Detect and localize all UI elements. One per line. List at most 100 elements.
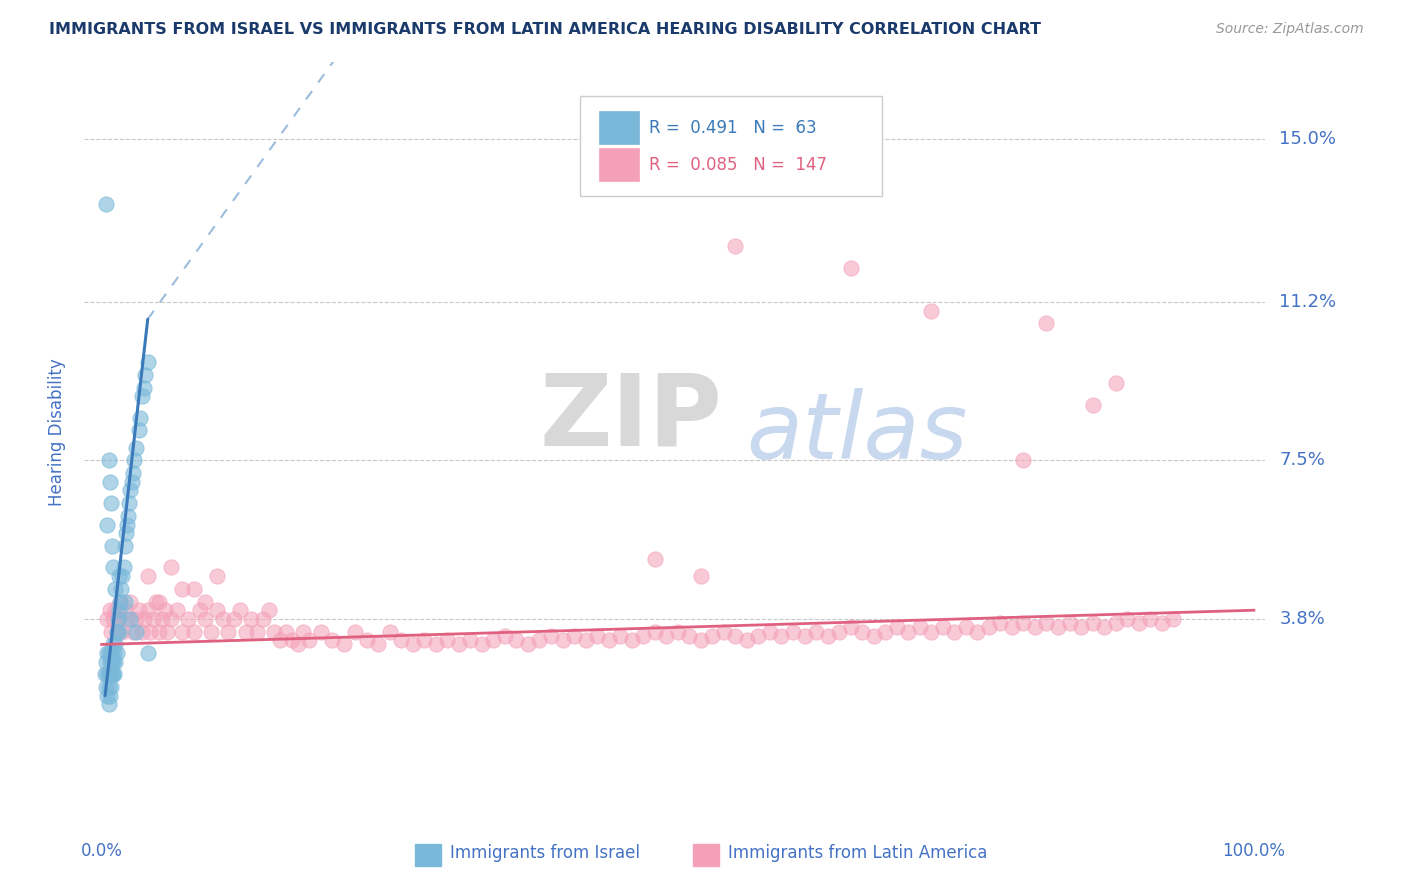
Point: [128, 603, 150, 617]
Point: [100, 496, 122, 510]
Text: 15.0%: 15.0%: [1279, 130, 1336, 148]
Point: [96, 612, 118, 626]
Point: [367, 637, 389, 651]
Point: [136, 603, 159, 617]
Point: [908, 620, 931, 634]
Point: [118, 496, 141, 510]
Point: [460, 633, 482, 648]
Point: [183, 582, 205, 596]
Point: [274, 624, 297, 639]
Point: [770, 629, 793, 643]
Point: [257, 603, 280, 617]
Point: [702, 629, 724, 643]
Point: [125, 612, 148, 626]
Point: [136, 569, 159, 583]
Point: [1139, 612, 1161, 626]
Point: [1012, 453, 1035, 467]
Point: [105, 624, 128, 639]
Point: [689, 633, 711, 648]
Point: [101, 667, 124, 681]
Text: Immigrants from Latin America: Immigrants from Latin America: [728, 844, 987, 863]
Point: [1024, 620, 1046, 634]
Point: [159, 560, 181, 574]
Point: [402, 637, 425, 651]
Point: [1128, 615, 1150, 630]
Point: [105, 624, 128, 639]
Point: [224, 612, 246, 626]
Point: [217, 624, 239, 639]
Point: [128, 424, 150, 438]
Point: [121, 467, 143, 481]
Point: [110, 582, 132, 596]
Point: [101, 612, 124, 626]
Point: [240, 612, 263, 626]
Point: [120, 612, 142, 626]
Point: [134, 381, 156, 395]
Point: [96, 655, 118, 669]
Point: [108, 603, 131, 617]
Point: [194, 595, 217, 609]
Point: [482, 633, 505, 648]
Point: [955, 620, 977, 634]
Point: [229, 603, 252, 617]
Point: [159, 612, 181, 626]
Point: [920, 303, 942, 318]
Point: [101, 560, 124, 574]
Point: [134, 368, 156, 382]
Point: [150, 612, 173, 626]
Bar: [693, 844, 718, 866]
Point: [177, 612, 200, 626]
Point: [98, 603, 121, 617]
Point: [108, 624, 131, 639]
Point: [98, 655, 121, 669]
Point: [101, 539, 124, 553]
Point: [94, 667, 117, 681]
Point: [298, 633, 321, 648]
Point: [447, 637, 470, 651]
Text: 0.0%: 0.0%: [80, 842, 122, 860]
Point: [517, 637, 540, 651]
Point: [107, 612, 129, 626]
Point: [97, 646, 120, 660]
Point: [389, 633, 412, 648]
Point: [103, 667, 125, 681]
Point: [114, 603, 136, 617]
Point: [817, 629, 839, 643]
Point: [104, 603, 127, 617]
Point: [246, 624, 269, 639]
Point: [932, 620, 955, 634]
Point: [586, 629, 609, 643]
Point: [1001, 620, 1024, 634]
Point: [172, 624, 194, 639]
Point: [839, 260, 862, 275]
Point: [862, 629, 884, 643]
Point: [100, 624, 122, 639]
Point: [1035, 317, 1057, 331]
Point: [115, 517, 138, 532]
Point: [96, 689, 118, 703]
Point: [666, 624, 689, 639]
Point: [194, 612, 217, 626]
Point: [321, 633, 343, 648]
Point: [101, 655, 124, 669]
Point: [574, 633, 596, 648]
Text: Source: ZipAtlas.com: Source: ZipAtlas.com: [1216, 22, 1364, 37]
Point: [735, 633, 758, 648]
Point: [205, 603, 228, 617]
Text: Immigrants from Israel: Immigrants from Israel: [450, 844, 641, 863]
Point: [96, 517, 118, 532]
Point: [125, 441, 148, 455]
Point: [529, 633, 551, 648]
Point: [120, 595, 142, 609]
Point: [309, 624, 332, 639]
Point: [96, 680, 118, 694]
Point: [252, 612, 274, 626]
Point: [920, 624, 942, 639]
Point: [125, 624, 148, 639]
Point: [235, 624, 257, 639]
Point: [724, 629, 747, 643]
Point: [97, 680, 120, 694]
Point: [1161, 612, 1184, 626]
Point: [97, 698, 120, 712]
Point: [100, 667, 122, 681]
